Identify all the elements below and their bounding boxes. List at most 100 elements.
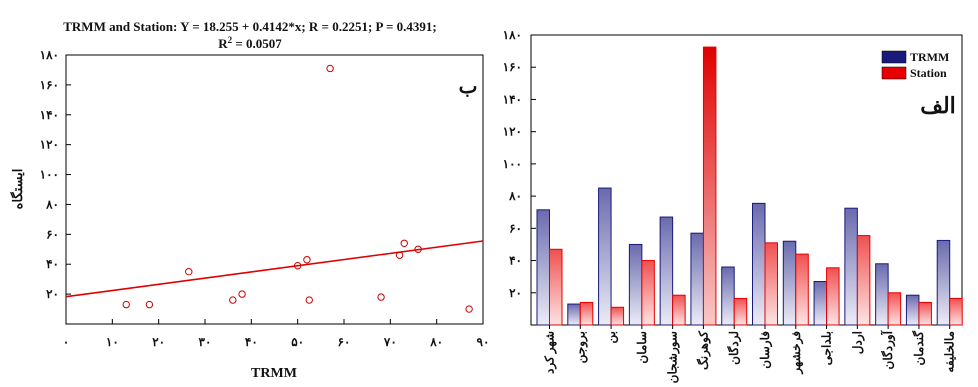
bar-trmm	[752, 202, 766, 326]
scatter-y-tick-label: ۱۶۰	[40, 78, 59, 92]
bar-station	[856, 235, 871, 326]
scatter-point	[303, 256, 311, 264]
bar-station	[887, 292, 902, 326]
scatter-y-tick-label: ۸۰	[45, 197, 59, 211]
scatter-point	[293, 262, 302, 270]
scatter-y-tick-label: ۱۸۰	[40, 48, 59, 62]
bar-category-label: فارسان	[758, 331, 773, 369]
bar-category-label: سامان	[635, 331, 649, 364]
scatter-x-tick-label: ۹۰	[477, 335, 490, 349]
regression-line	[65, 240, 484, 298]
bar-category-label: بروجن	[573, 331, 588, 363]
bar-category-label: شهر کرد	[543, 331, 558, 374]
bar-category-label: گندمان	[911, 331, 926, 366]
bar-category-label: آوردگان	[879, 329, 896, 369]
bar-x-axis: شهر کرد بروجن بن سامان سورشجان کوهرنگ لردگان فا…	[543, 325, 957, 383]
scatter-plot-frame	[65, 54, 484, 325]
bar-y-tick-label: ۱۴۰	[503, 92, 522, 106]
scatter-y-tick-label: ۱۲۰	[40, 138, 59, 152]
bar-category-label: مالخلیفه	[943, 331, 957, 373]
scatter-chart: TRMM and Station: Y = 18.255 + 0.4142*x;…	[9, 19, 489, 381]
bar-y-tick-label: ۲۰	[509, 286, 522, 300]
legend-label: TRMM	[910, 50, 949, 64]
scatter-point	[185, 267, 193, 276]
scatter-y-axis: ۲۰ ۴۰ ۶۰ ۸۰ ۱۰۰ ۱۲۰ ۱۴۰ ۱۶۰ ۱۸۰	[40, 48, 71, 301]
bar-station	[826, 267, 840, 326]
bar-station	[764, 242, 778, 326]
scatter-point	[465, 305, 473, 313]
scatter-point	[326, 64, 334, 73]
bar-y-tick-label: ۴۰	[509, 254, 522, 268]
scatter-x-tick-label: ۰	[63, 335, 69, 349]
bar-trmm	[628, 243, 643, 326]
bar-station	[918, 301, 932, 326]
legend-swatch	[881, 66, 907, 80]
scatter-equation-line2: R2 = 0.0507	[218, 35, 282, 51]
bar-y-axis: ۲۰ ۴۰ ۶۰ ۸۰ ۱۰۰ ۱۲۰ ۱۴۰ ۱۶۰ ۱۸۰	[503, 28, 536, 300]
bar-trmm	[875, 263, 889, 326]
scatter-y-tick-label: ۱۴۰	[40, 108, 59, 122]
bar-trmm	[905, 294, 920, 326]
scatter-x-tick-label: ۲۰	[152, 335, 165, 349]
bar-category-label: بلداجی	[820, 331, 834, 365]
bar-series	[536, 46, 963, 326]
scatter-equation-line1: TRMM and Station: Y = 18.255 + 0.4142*x;…	[63, 19, 437, 34]
bar-y-tick-label: ۱۶۰	[503, 60, 522, 74]
scatter-point	[305, 296, 313, 304]
legend-swatch	[881, 50, 907, 64]
scatter-point	[377, 293, 385, 301]
scatter-point	[400, 239, 408, 248]
scatter-y-tick-label: ۲۰	[46, 287, 59, 301]
bar-trmm	[659, 216, 674, 326]
bar-trmm	[936, 239, 951, 326]
bar-trmm	[567, 303, 581, 326]
bar-trmm	[690, 232, 704, 326]
bar-station	[579, 301, 594, 326]
scatter-y-axis-title: ایستگاه	[9, 169, 25, 210]
bar-station	[549, 248, 563, 326]
bar-trmm	[598, 187, 612, 326]
scatter-x-tick-label: ۷۰	[383, 335, 397, 349]
bar-y-tick-label: ۱۲۰	[503, 125, 522, 139]
scatter-point	[229, 296, 237, 304]
bar-category-label: لردگان	[726, 331, 742, 365]
bar-station	[733, 297, 748, 326]
scatter-point	[238, 290, 246, 298]
scatter-x-tick-label: ۵۰	[291, 335, 304, 349]
bar-station	[641, 260, 655, 326]
bar-station	[702, 46, 717, 326]
bar-trmm	[536, 209, 550, 326]
bar-y-tick-label: ۸۰	[508, 189, 522, 203]
bar-y-tick-label: ۱۸۰	[503, 28, 522, 42]
bar-legend: TRMM Station	[881, 50, 949, 80]
scatter-x-axis: ۰ ۱۰ ۲۰ ۳۰ ۴۰ ۵۰ ۶۰ ۷۰ ۸۰ ۹۰	[63, 319, 490, 349]
bar-chart: ۲۰ ۴۰ ۶۰ ۸۰ ۱۰۰ ۱۲۰ ۱۴۰ ۱۶۰ ۱۸۰ شهر کرد بروجن بن سا…	[503, 28, 963, 383]
bar-y-tick-label: ۱۰۰	[503, 157, 522, 171]
bar-station	[610, 306, 625, 326]
bar-trmm	[844, 207, 858, 326]
bar-category-label: اردل	[850, 331, 865, 354]
bar-category-label: کوهرنگ	[695, 331, 711, 370]
bar-y-tick-label: ۶۰	[509, 221, 522, 235]
scatter-point	[414, 245, 422, 253]
bar-trmm	[813, 281, 828, 326]
bar-station	[949, 297, 963, 326]
bar-trmm	[782, 240, 797, 326]
scatter-x-tick-label: ۶۰	[338, 335, 351, 349]
bar-category-label: فرخشهر	[789, 331, 804, 375]
legend-label: Station	[910, 66, 947, 80]
scatter-x-tick-label: ۳۰	[199, 335, 212, 349]
scatter-panel-label: ب	[459, 76, 478, 98]
scatter-point	[122, 300, 130, 309]
scatter-x-tick-label: ۱۰	[106, 335, 119, 349]
scatter-x-tick-label: ۸۰	[429, 335, 443, 349]
scatter-x-axis-title: TRMM	[251, 366, 297, 381]
scatter-point	[395, 251, 404, 259]
bar-panel-label: الف	[920, 93, 956, 118]
bar-station	[672, 294, 686, 326]
bar-category-label: بن	[604, 331, 619, 343]
scatter-y-tick-label: ۶۰	[46, 227, 59, 241]
bar-category-label: سورشجان	[666, 331, 681, 383]
scatter-y-tick-label: ۴۰	[46, 257, 59, 271]
